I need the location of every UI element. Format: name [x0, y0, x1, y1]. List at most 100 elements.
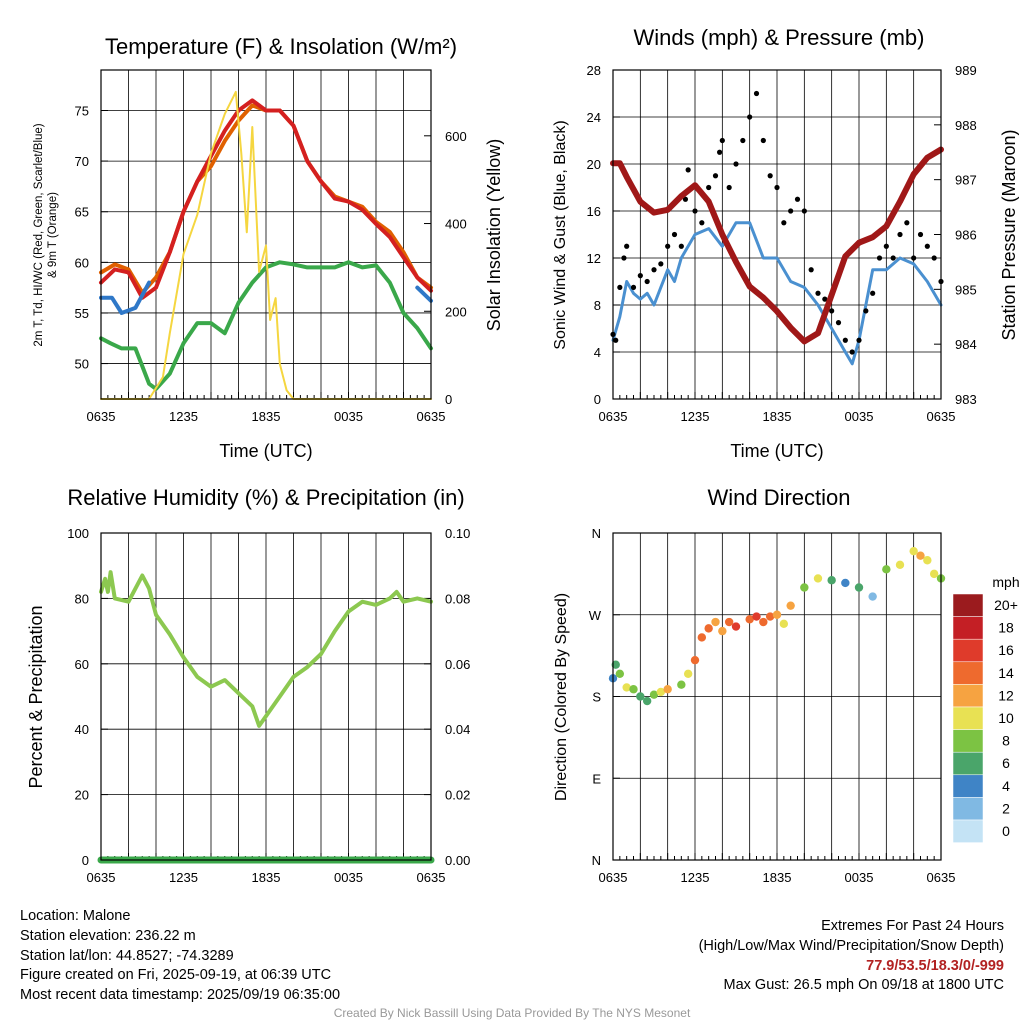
y2-tick-label: 200	[445, 304, 467, 319]
gust-point	[842, 337, 848, 343]
panel-4: 0635 1235 1835 0035 0635 N E S W N Wind Direction D…	[553, 485, 1020, 885]
direction-point	[663, 685, 672, 694]
x-tick-label: 1835	[252, 870, 281, 885]
x-tick-label: 1835	[763, 409, 792, 424]
direction-point	[929, 569, 939, 579]
colorbar-swatch	[952, 729, 984, 753]
series-line	[99, 280, 152, 315]
colorbar-swatch	[952, 751, 984, 776]
station-elevation: Station elevation: 236.22 m	[20, 927, 196, 944]
gust-point	[897, 231, 903, 238]
y-tick-label: 0	[594, 392, 601, 407]
y-axis-label: Direction (Colored By Speed)	[553, 593, 570, 801]
y2-tick-label: 400	[445, 217, 467, 232]
colorbar-label: 6	[1002, 755, 1010, 771]
gust-point	[624, 243, 630, 249]
y-axis-label: 2m T, Td, HI/WC (Red, Green, Scarlet/Blu…	[33, 123, 45, 346]
y-tick-label: 16	[587, 204, 601, 219]
direction-point	[909, 546, 918, 556]
direction-point	[882, 565, 891, 574]
direction-point	[690, 655, 700, 665]
y2-axis-label: Station Pressure (Maroon)	[999, 129, 1019, 340]
colorbar-label: 10	[998, 710, 1014, 726]
x-tick-label: 1235	[169, 870, 198, 885]
colorbar-swatch	[952, 661, 984, 685]
gust-point	[883, 243, 889, 249]
series-line	[99, 260, 433, 391]
x-tick-label: 0635	[87, 409, 116, 424]
x-tick-label: 0635	[87, 870, 116, 885]
direction-point	[615, 669, 625, 678]
direction-point	[923, 556, 932, 565]
direction-point	[759, 617, 768, 627]
direction-point	[683, 669, 693, 678]
plot-border	[612, 69, 942, 400]
y2-tick-label: 985	[955, 282, 977, 297]
x-tick-label: 1835	[252, 409, 281, 424]
y-tick-label: 100	[67, 526, 89, 541]
y-tick-label: 65	[75, 205, 89, 220]
direction-point	[827, 576, 836, 585]
series-line	[99, 570, 433, 728]
gust-point	[726, 184, 732, 191]
y-tick-label: S	[592, 690, 601, 705]
y2-tick-label: 0.00	[445, 853, 470, 868]
gust-point	[706, 184, 712, 191]
direction-point	[629, 685, 638, 694]
gust-point	[621, 255, 627, 261]
extremes-title: Extremes For Past 24 Hours	[821, 918, 1004, 934]
y-tick-label: 4	[594, 345, 601, 360]
y-axis-label: Percent & Precipitation	[26, 605, 46, 788]
gust-point	[876, 255, 883, 261]
y-tick-label: 20	[75, 788, 89, 803]
y-tick-label: 60	[75, 657, 89, 672]
gust-point	[917, 231, 924, 238]
y2-tick-label: 0.04	[445, 722, 470, 737]
gust-point	[719, 137, 725, 144]
extremes-values: 77.9/53.5/18.3/0/-999	[866, 957, 1004, 974]
gust-point	[637, 273, 643, 279]
series-line	[415, 285, 433, 303]
gust-point	[801, 208, 807, 214]
chart-title: Wind Direction	[707, 485, 850, 510]
pressure-line	[610, 146, 944, 345]
gust-point	[863, 308, 869, 314]
colorbar-swatch	[952, 706, 984, 730]
direction-point	[841, 578, 850, 588]
station-location: Location: Malone	[20, 908, 131, 924]
y2-tick-label: 987	[955, 173, 977, 188]
gust-point	[651, 267, 657, 273]
y-axis-label: & 9m T (Orange)	[47, 192, 59, 278]
colorbar-label: 12	[998, 687, 1014, 703]
direction-point	[611, 660, 620, 669]
gust-point	[849, 349, 855, 355]
colorbar-label: 8	[1002, 733, 1010, 749]
gust-point	[856, 337, 862, 343]
gust-point	[671, 231, 678, 238]
x-axis-label: Time (UTC)	[219, 441, 312, 461]
direction-point	[704, 624, 713, 633]
plot-border	[100, 532, 432, 861]
direction-point	[800, 583, 809, 592]
plot-border	[100, 69, 432, 400]
gust-point	[767, 173, 773, 179]
y2-tick-label: 988	[955, 118, 977, 133]
chart-title: Temperature (F) & Insolation (W/m²)	[105, 34, 457, 59]
direction-point	[916, 551, 925, 560]
y-tick-label: 0	[82, 853, 89, 868]
gust-point	[788, 208, 794, 214]
gust-point	[808, 267, 814, 273]
y-tick-label: W	[589, 608, 602, 623]
direction-point	[697, 633, 707, 642]
gust-point	[685, 167, 691, 173]
gust-point	[753, 90, 760, 97]
extremes-subtitle: (High/Low/Max Wind/Precipitation/Snow De…	[698, 937, 1004, 954]
y-tick-label: 20	[587, 157, 601, 172]
series-line	[99, 98, 433, 300]
gust-point	[870, 290, 876, 296]
x-tick-label: 1235	[169, 409, 198, 424]
direction-point	[813, 574, 823, 583]
gust-point	[717, 149, 723, 155]
direction-point	[677, 680, 686, 689]
